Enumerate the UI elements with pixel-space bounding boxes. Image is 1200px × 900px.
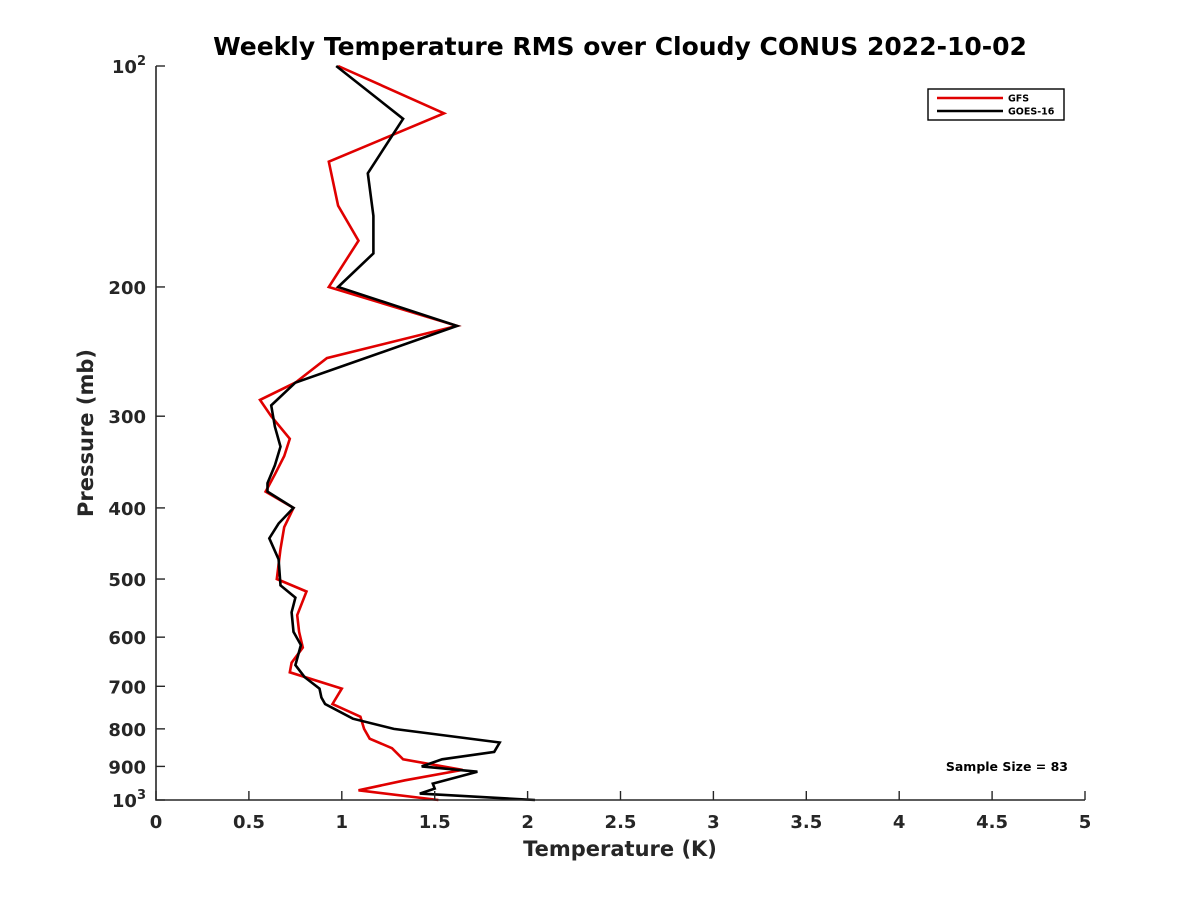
legend-box — [927, 88, 1065, 121]
x-tick-label: 2 — [521, 812, 534, 833]
x-tick-label: 2.5 — [605, 812, 637, 833]
y-tick-label: 102 — [112, 54, 146, 78]
x-tick-label: 0 — [150, 812, 163, 833]
y-tick-label: 103 — [112, 788, 146, 812]
x-tick-label: 4.5 — [976, 812, 1008, 833]
x-tick-label: 1 — [336, 812, 349, 833]
x-tick-label: 0.5 — [233, 812, 265, 833]
axes-frame — [155, 66, 1085, 801]
y-tick-label: 400 — [108, 499, 146, 520]
y-tick-label: 600 — [108, 628, 146, 649]
x-tick-label: 4 — [893, 812, 906, 833]
y-tick-label: 200 — [108, 278, 146, 299]
y-axis-label: Pressure (mb) — [74, 349, 98, 517]
series-layer — [258, 64, 536, 802]
y-tick-label: 900 — [108, 757, 146, 778]
y-tick-label: 800 — [108, 720, 146, 741]
y-axis: 102 200 300 400 500 600 700 800 900 103 — [108, 54, 165, 812]
series-line-gfs — [258, 64, 463, 802]
x-axis-label: Temperature (K) — [523, 837, 717, 861]
x-tick-label: 3 — [707, 812, 720, 833]
legend-entries: GFS GOES-16 — [937, 94, 1055, 118]
legend-label: GFS — [1008, 94, 1029, 105]
series-line-goes-16 — [266, 64, 536, 802]
x-tick-label: 3.5 — [790, 812, 822, 833]
x-tick-label: 5 — [1079, 812, 1092, 833]
chart-title: Weekly Temperature RMS over Cloudy CONUS… — [213, 32, 1027, 61]
legend-label: GOES-16 — [1008, 107, 1055, 118]
y-tick-label: 500 — [108, 570, 146, 591]
x-axis: 0 0.5 1 1.5 2 2.5 3 3.5 4 4.5 5 — [150, 791, 1092, 833]
x-tick-label: 1.5 — [419, 812, 451, 833]
sample-size-annotation: Sample Size = 83 — [946, 759, 1068, 774]
y-tick-label: 300 — [108, 407, 146, 428]
legend: GFS GOES-16 — [927, 88, 1065, 121]
y-tick-label: 700 — [108, 677, 146, 698]
